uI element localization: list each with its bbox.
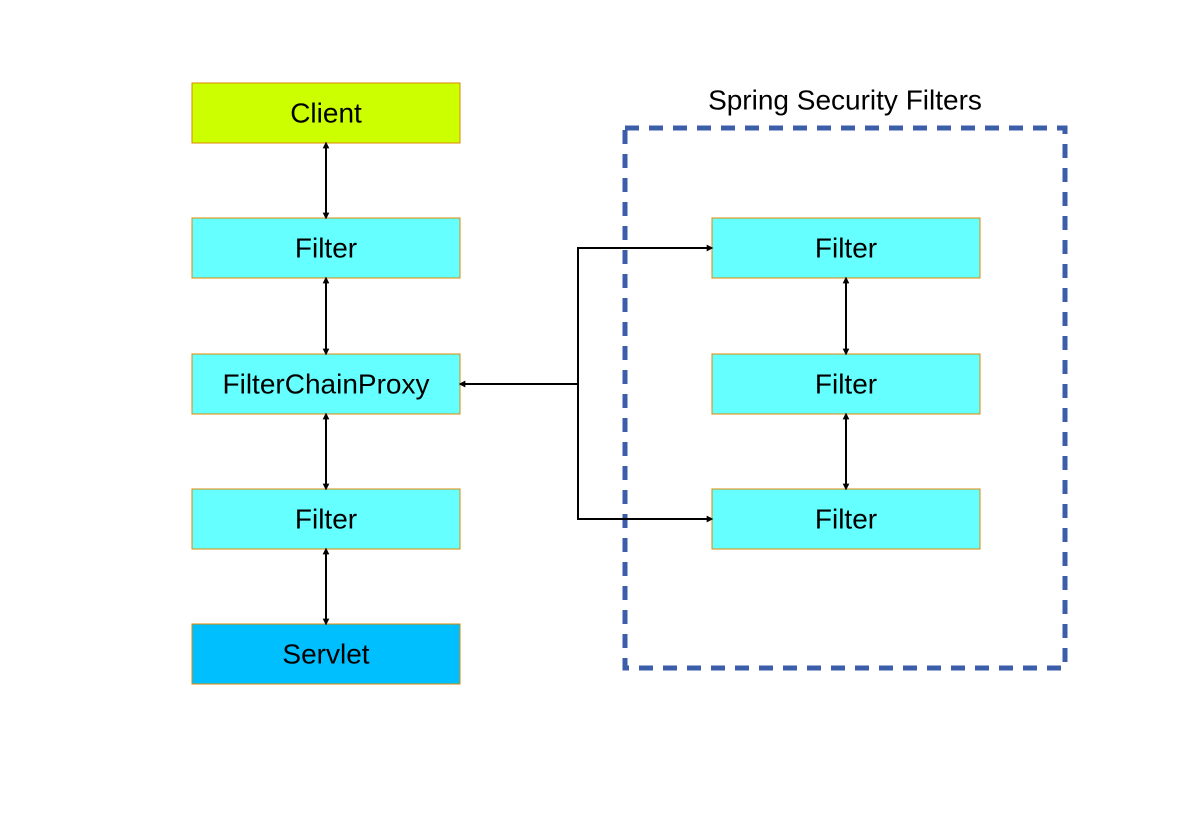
label-client: Client bbox=[290, 98, 362, 129]
label-sfilter0: Filter bbox=[815, 233, 877, 264]
filter-chain-diagram: Client Filter FilterChainProxy Filter Servle… bbox=[0, 0, 1190, 839]
label-filter1: Filter bbox=[295, 504, 357, 535]
label-servlet: Servlet bbox=[282, 639, 369, 670]
connector-top bbox=[578, 248, 710, 384]
label-filter0: Filter bbox=[295, 233, 357, 264]
label-sfilter2: Filter bbox=[815, 504, 877, 535]
label-filterchainproxy: FilterChainProxy bbox=[223, 369, 430, 400]
connector-bottom bbox=[578, 384, 710, 519]
spring-security-title: Spring Security Filters bbox=[708, 85, 982, 116]
label-sfilter1: Filter bbox=[815, 369, 877, 400]
